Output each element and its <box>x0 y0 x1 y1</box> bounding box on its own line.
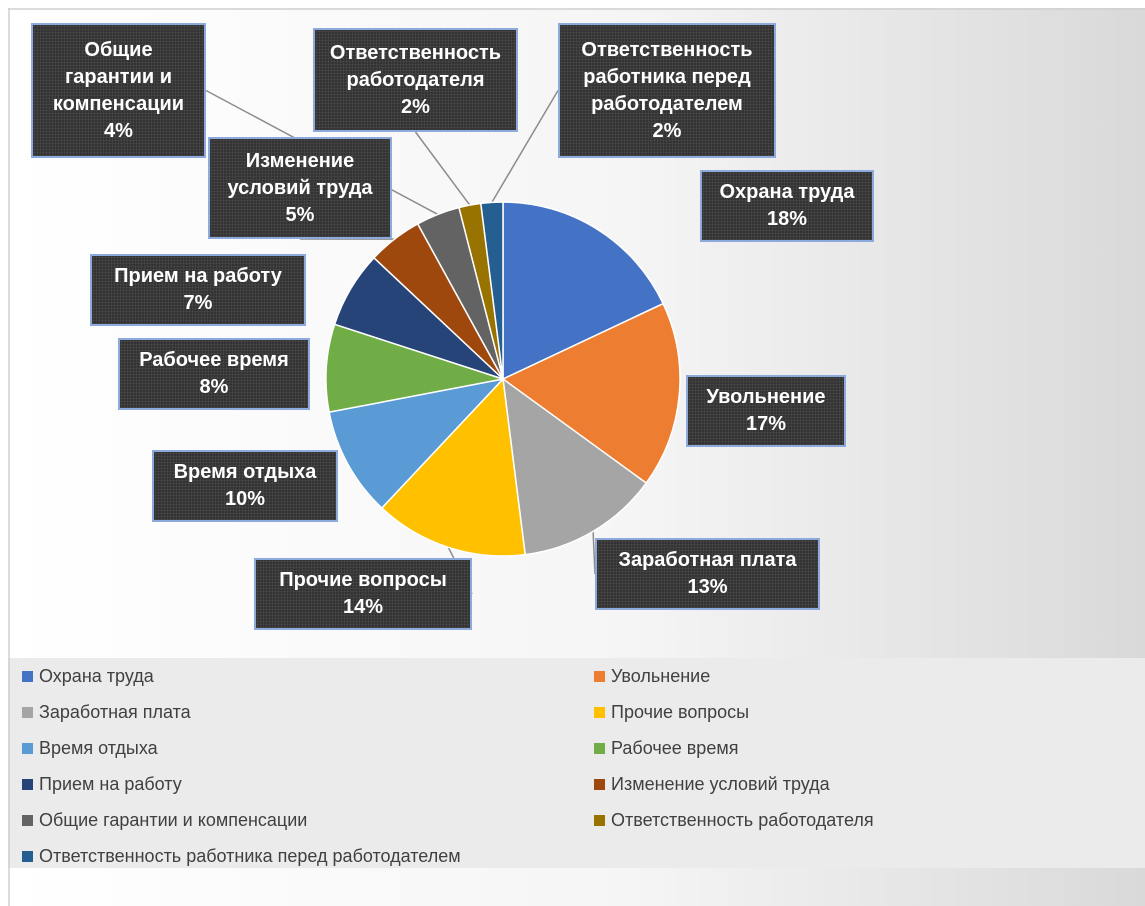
data-label-percent: 4% <box>104 119 133 142</box>
data-label: Ответственность работника перед работода… <box>558 23 776 158</box>
legend-label: Ответственность работника перед работода… <box>39 846 461 866</box>
legend-swatch <box>594 743 605 754</box>
data-label-text: Прием на работу <box>114 265 282 287</box>
data-label-text: Общие гарантии и компенсации <box>52 38 185 115</box>
data-label: Заработная плата 13% <box>595 538 820 610</box>
pie-slice <box>502 377 648 556</box>
legend-label: Охрана труда <box>39 666 154 686</box>
legend-item: Заработная плата <box>22 698 594 727</box>
legend-swatch <box>22 743 33 754</box>
legend-swatch <box>594 671 605 682</box>
legend-label: Время отдыха <box>39 738 158 758</box>
pie-slice <box>502 201 665 381</box>
pie-slice <box>501 302 681 485</box>
legend-item: Общие гарантии и компенсации <box>22 806 594 835</box>
data-label-text: Ответственность работодателя <box>329 41 502 91</box>
legend: Охрана труда Увольнение Заработная плата Пр… <box>22 662 1132 871</box>
pie-slice <box>328 377 506 510</box>
data-label-percent: 7% <box>183 292 213 314</box>
legend-swatch <box>594 707 605 718</box>
legend-label: Прием на работу <box>39 774 182 794</box>
legend-label: Заработная плата <box>39 702 191 722</box>
legend-item: Прием на работу <box>22 770 594 799</box>
legend-label: Прочие вопросы <box>611 702 750 722</box>
data-label-percent: 8% <box>199 376 229 398</box>
data-label: Охрана труда 18% <box>700 170 874 242</box>
data-label: Общие гарантии и компенсации 4% <box>31 23 206 158</box>
data-label-percent: 13% <box>687 576 728 598</box>
data-label-percent: 5% <box>285 203 315 226</box>
data-label: Ответственность работодателя 2% <box>313 28 518 132</box>
legend-item: Изменение условий труда <box>594 770 1114 799</box>
data-label-percent: 10% <box>224 488 266 510</box>
legend-item: Ответственность работника перед работода… <box>22 842 594 871</box>
data-label: Время отдыха 10% <box>152 450 338 522</box>
legend-item: Прочие вопросы <box>594 698 1114 727</box>
legend-item: Охрана труда <box>22 662 594 691</box>
legend-swatch <box>22 815 33 826</box>
data-label: Увольнение 17% <box>686 375 846 447</box>
data-label: Изменение условий труда 5% <box>208 137 392 239</box>
data-label-text: Прочие вопросы <box>279 569 447 591</box>
leader-line <box>491 90 559 203</box>
legend-label: Общие гарантии и компенсации <box>39 810 308 830</box>
legend-swatch <box>22 779 33 790</box>
legend-swatch <box>22 671 33 682</box>
data-label-text: Охрана труда <box>719 181 855 203</box>
legend-item: Рабочее время <box>594 734 1114 763</box>
data-label: Прочие вопросы 14% <box>254 558 472 630</box>
data-label-percent: 2% <box>401 95 430 118</box>
data-label: Прием на работу 7% <box>90 254 306 326</box>
pie-slice <box>325 323 504 414</box>
data-label-percent: 18% <box>766 208 808 230</box>
legend-background <box>8 658 1145 868</box>
leader-line <box>414 131 471 206</box>
legend-swatch <box>22 707 33 718</box>
data-label-percent: 14% <box>342 596 384 618</box>
legend-label: Рабочее время <box>611 738 739 758</box>
legend-label: Увольнение <box>611 666 711 686</box>
pie-slice <box>380 377 527 557</box>
data-label-text: Время отдыха <box>173 461 317 483</box>
legend-label: Ответственность работодателя <box>611 810 874 830</box>
legend-item: Увольнение <box>594 662 1114 691</box>
data-label-text: Рабочее время <box>139 349 289 371</box>
legend-swatch <box>22 851 33 862</box>
legend-swatch <box>594 815 605 826</box>
data-label-text: Увольнение <box>706 386 826 408</box>
data-label-text: Ответственность работника перед работода… <box>581 38 753 115</box>
legend-item: Время отдыха <box>22 734 594 763</box>
legend-item: Ответственность работодателя <box>594 806 1114 835</box>
legend-label: Изменение условий труда <box>611 774 830 794</box>
data-label: Рабочее время 8% <box>118 338 310 410</box>
data-label-percent: 17% <box>745 413 787 435</box>
leader-line <box>592 531 596 575</box>
data-label-text: Заработная плата <box>618 549 797 571</box>
legend-swatch <box>594 779 605 790</box>
data-label-percent: 2% <box>652 119 682 142</box>
pie-slice <box>479 201 504 380</box>
data-label-text: Изменение условий труда <box>227 149 373 199</box>
pie-slices <box>325 201 681 557</box>
